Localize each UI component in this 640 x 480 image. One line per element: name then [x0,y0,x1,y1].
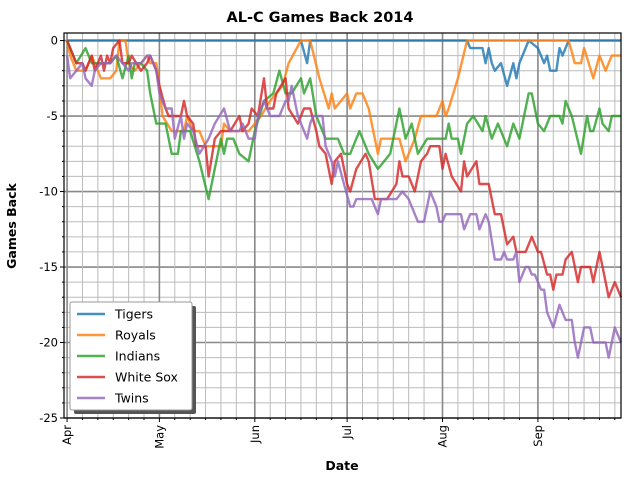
plot-frame [63,32,622,419]
x-axis-label: Date [325,458,358,473]
legend-label: Royals [115,328,156,343]
series-line-twins [65,54,623,359]
x-tick-label: Jun [248,425,262,444]
legend-label: Tigers [114,307,153,322]
y-tick-label: -20 [39,336,58,350]
legend: Tigers Royals Indians White Sox Twins [69,301,196,414]
series-lines [65,39,623,359]
legend-label: Twins [114,391,149,406]
x-tick-label: Apr [60,425,74,445]
x-tick-label: Aug [436,425,450,447]
y-tick-label: -15 [39,260,58,274]
legend-box [69,301,193,411]
y-tick-label: -10 [39,185,58,199]
y-axis-label: Games Back [4,182,19,268]
series-line-white-sox [65,39,623,299]
series-line-indians [65,40,621,201]
x-tick-label: Sep [531,425,545,447]
y-tick-label: -5 [47,109,58,123]
legend-label: White Sox [115,370,178,385]
x-tick-label: Jul [340,425,354,440]
x-tick-label: May [152,425,166,449]
y-tick-label: 0 [51,34,58,48]
y-tick-label: -25 [39,411,58,425]
legend-label: Indians [115,349,160,364]
chart-title: AL-C Games Back 2014 [227,10,414,26]
